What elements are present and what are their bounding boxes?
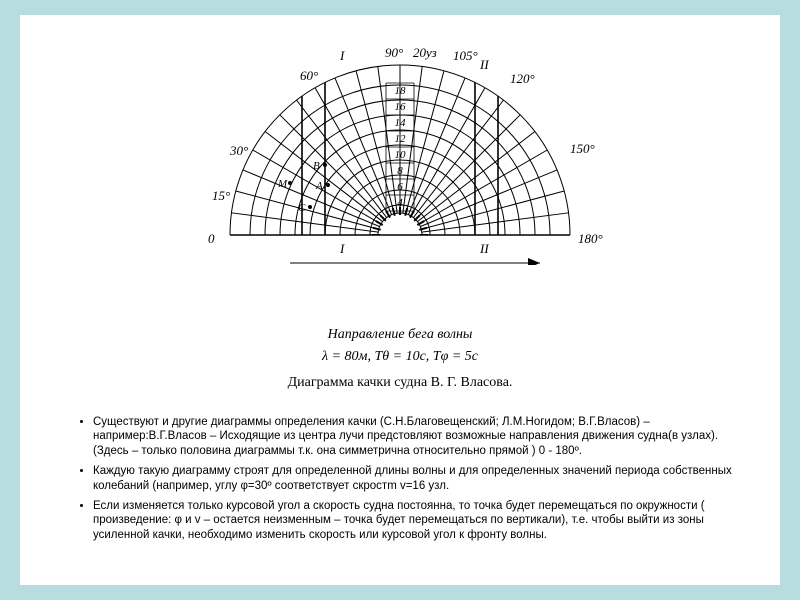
svg-text:II: II [479, 241, 489, 256]
bullet-item: Каждую такую диаграмму строят для опреде… [93, 464, 735, 493]
svg-text:10: 10 [395, 149, 407, 161]
svg-text:I: I [339, 241, 345, 256]
bullet-item: Если изменяется только курсовой угол а с… [93, 499, 735, 542]
svg-text:14: 14 [395, 117, 407, 129]
svg-text:12: 12 [395, 133, 407, 145]
svg-text:4: 4 [397, 197, 403, 209]
svg-text:30°: 30° [229, 143, 248, 158]
svg-text:150°: 150° [570, 141, 595, 156]
svg-text:60°: 60° [300, 68, 318, 83]
svg-text:90°: 90° [385, 45, 403, 60]
svg-text:II: II [479, 57, 489, 72]
svg-text:18: 18 [395, 85, 407, 97]
vlasov-diagram: 4 6 8 10 12 14 16 18 0 15° 30° 60° 90° 105° 120° 150° 18… [140, 25, 660, 345]
svg-text:16: 16 [395, 101, 407, 113]
svg-text:20уз: 20уз [413, 45, 437, 60]
svg-text:0: 0 [208, 231, 215, 246]
diagram-title: Диаграмма качки судна В. Г. Власова. [140, 375, 660, 391]
svg-text:120°: 120° [510, 71, 535, 86]
diagram-caption: Направление бега волны λ = 80м, Tθ = 10с… [140, 325, 660, 391]
svg-text:105°: 105° [453, 48, 478, 63]
svg-text:C: C [298, 202, 306, 214]
svg-text:M: M [277, 178, 288, 190]
wave-direction-label: Направление бега волны [140, 327, 660, 343]
svg-text:8: 8 [397, 165, 403, 177]
slide: 4 6 8 10 12 14 16 18 0 15° 30° 60° 90° 105° 120° 150° 18… [20, 15, 780, 585]
diagram-params: λ = 80м, Tθ = 10с, Tφ = 5с [140, 349, 660, 365]
svg-text:A: A [315, 180, 323, 192]
svg-text:I: I [339, 48, 345, 63]
svg-text:B: B [313, 160, 320, 172]
bullet-item: Существуют и другие диаграммы определени… [93, 415, 735, 458]
svg-text:15°: 15° [212, 188, 230, 203]
svg-text:6: 6 [397, 181, 403, 193]
bullet-text-block: Существуют и другие диаграммы определени… [75, 415, 735, 548]
svg-text:180°: 180° [578, 231, 603, 246]
